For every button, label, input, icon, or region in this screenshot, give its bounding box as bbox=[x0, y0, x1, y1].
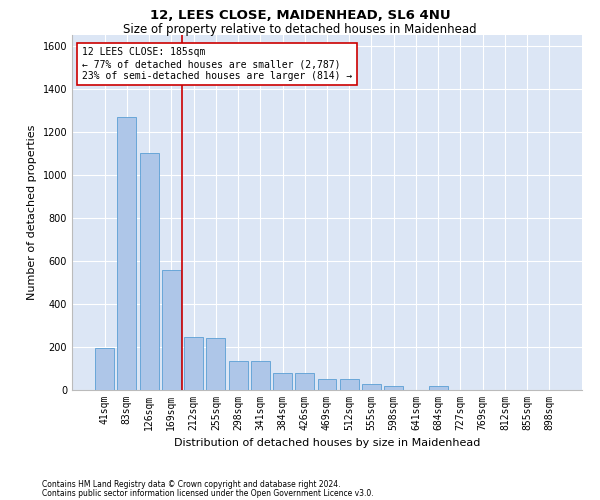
Text: 12 LEES CLOSE: 185sqm
← 77% of detached houses are smaller (2,787)
23% of semi-d: 12 LEES CLOSE: 185sqm ← 77% of detached … bbox=[82, 48, 352, 80]
Bar bbox=[118, 117, 136, 390]
X-axis label: Distribution of detached houses by size in Maidenhead: Distribution of detached houses by size … bbox=[174, 438, 480, 448]
Text: Size of property relative to detached houses in Maidenhead: Size of property relative to detached ho… bbox=[123, 22, 477, 36]
Y-axis label: Number of detached properties: Number of detached properties bbox=[27, 125, 37, 300]
Bar bbox=[273, 373, 292, 390]
Text: 12, LEES CLOSE, MAIDENHEAD, SL6 4NU: 12, LEES CLOSE, MAIDENHEAD, SL6 4NU bbox=[149, 9, 451, 22]
Bar bbox=[251, 361, 270, 390]
Bar bbox=[317, 379, 337, 390]
Text: Contains HM Land Registry data © Crown copyright and database right 2024.: Contains HM Land Registry data © Crown c… bbox=[42, 480, 341, 489]
Bar bbox=[184, 338, 203, 390]
Text: Contains public sector information licensed under the Open Government Licence v3: Contains public sector information licen… bbox=[42, 489, 374, 498]
Bar bbox=[429, 386, 448, 390]
Bar bbox=[384, 386, 403, 390]
Bar bbox=[162, 270, 181, 390]
Bar bbox=[295, 373, 314, 390]
Bar bbox=[206, 338, 225, 390]
Bar bbox=[229, 361, 248, 390]
Bar bbox=[362, 384, 381, 390]
Bar bbox=[140, 154, 158, 390]
Bar bbox=[340, 379, 359, 390]
Bar bbox=[95, 348, 114, 390]
